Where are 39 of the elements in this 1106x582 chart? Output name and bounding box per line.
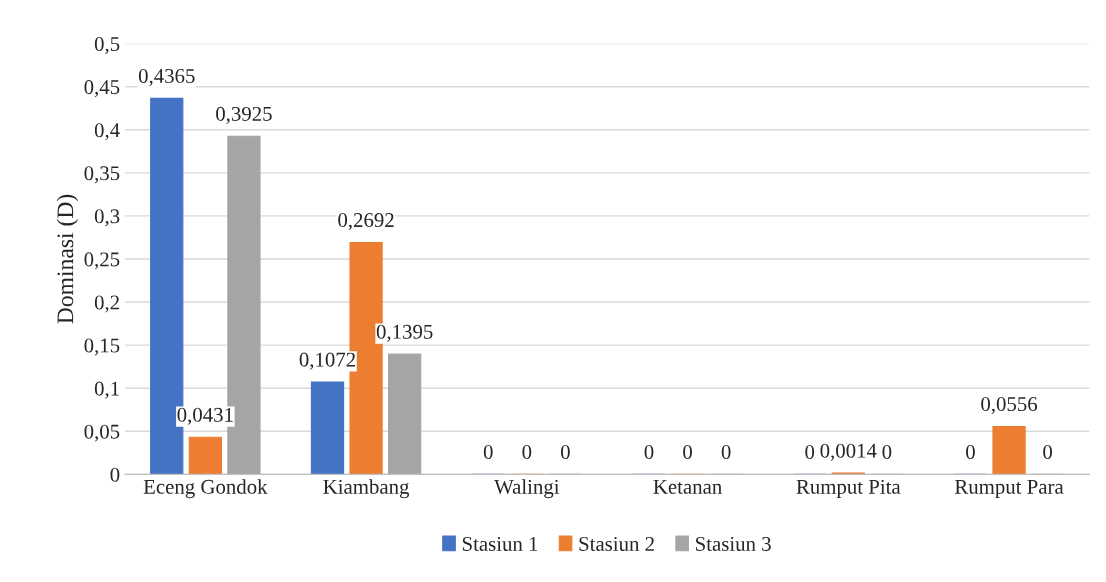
y-tick-label: 0,25 (84, 252, 120, 270)
data-label: 0 (644, 444, 654, 459)
legend-label: Stasiun 1 (462, 536, 538, 551)
legend-label: Stasiun 2 (579, 536, 654, 551)
x-tick-label: Walingi (494, 479, 560, 499)
data-label: 0,0014 (820, 443, 877, 461)
y-tick-label: 0,3 (94, 209, 120, 227)
x-tick-label: Ketanan (653, 480, 722, 494)
data-label: 0,4365 (138, 68, 195, 86)
data-label: 0 (966, 444, 975, 459)
data-label: 0,1072 (299, 352, 356, 370)
data-label: 0,3925 (216, 106, 272, 124)
data-label: 0,2692 (338, 213, 394, 231)
y-tick-label: 0,05 (84, 424, 120, 442)
data-label: 0 (560, 444, 570, 459)
data-label: 0 (721, 444, 731, 459)
x-tick-label: Rumput Pita (796, 479, 901, 499)
data-label: 0 (882, 444, 892, 459)
data-label: 0 (683, 444, 692, 459)
y-tick-label: 0,45 (84, 80, 120, 98)
data-label: 0 (483, 444, 493, 459)
data-label: 0,0431 (177, 407, 233, 425)
y-tick-label: 0,1 (94, 381, 119, 399)
x-tick-label: Rumput Para (954, 480, 1064, 499)
y-tick-label: 0,5 (94, 37, 120, 55)
x-tick-label: Kiambang (323, 479, 410, 499)
y-tick-label: 0,15 (84, 338, 120, 356)
y-tick-label: 0,2 (94, 295, 119, 313)
data-label: 0,1395 (376, 324, 433, 342)
data-label: 0 (805, 444, 815, 459)
data-label: 0 (522, 444, 532, 459)
data-label: 0,0556 (981, 397, 1038, 415)
y-tick-label: 0,35 (84, 166, 120, 184)
legend-label: Stasiun 3 (696, 536, 771, 551)
y-axis-title: Dominasi (D) (56, 194, 79, 324)
y-tick-label: 0 (110, 467, 120, 482)
data-label: 0 (1043, 444, 1053, 459)
y-tick-label: 0,4 (94, 123, 120, 141)
x-tick-label: Eceng Gondok (143, 479, 268, 499)
